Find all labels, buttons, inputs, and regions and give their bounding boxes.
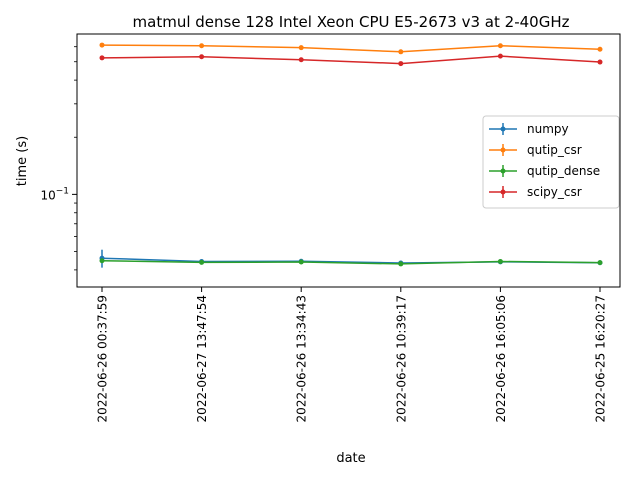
x-tick-label: 2022-06-27 13:47:54 [195, 295, 209, 422]
data-point [298, 57, 304, 63]
data-point [99, 42, 105, 48]
legend-label: qutip_dense [527, 164, 600, 178]
x-tick-label: 2022-06-26 13:34:43 [295, 295, 309, 422]
x-tick-label: 2022-06-25 16:20:27 [594, 295, 608, 422]
legend: numpy qutip_csr qutip_dense scipy_csr [482, 115, 620, 209]
data-point [99, 55, 105, 61]
series-line [101, 55, 601, 65]
legend-swatch-marker [500, 126, 506, 132]
data-point [597, 46, 603, 52]
legend-swatch-marker [500, 168, 506, 174]
data-point [597, 59, 603, 65]
plot-area [99, 42, 603, 268]
y-tick-base: 10 [40, 188, 55, 202]
x-tick-label: 2022-06-26 10:39:17 [394, 295, 408, 422]
x-axis: 2022-06-26 00:37:59 2022-06-27 13:47:54 20… [96, 287, 608, 422]
data-point [497, 258, 503, 264]
y-axis: 10−1 [40, 46, 77, 271]
legend-swatch-marker [500, 147, 506, 153]
series-line [101, 259, 601, 265]
data-point [199, 54, 205, 60]
chart-title: matmul dense 128 Intel Xeon CPU E5-2673 … [133, 13, 570, 31]
data-point [398, 61, 404, 67]
data-point [298, 259, 304, 265]
data-point [398, 49, 404, 55]
series-line [101, 44, 601, 53]
x-tick-label: 2022-06-26 00:37:59 [96, 295, 110, 422]
data-point [497, 53, 503, 59]
series-qutip_dense [99, 258, 603, 267]
legend-label: scipy_csr [527, 185, 582, 199]
series-scipy_csr [99, 53, 603, 67]
y-axis-label: time (s) [15, 136, 30, 186]
data-point [497, 43, 503, 49]
legend-label: qutip_csr [527, 143, 582, 157]
series-numpy [99, 249, 603, 268]
data-point [199, 259, 205, 265]
y-tick-label: 10−1 [40, 186, 69, 202]
y-tick-exponent: −1 [56, 186, 69, 196]
data-point [597, 260, 603, 266]
data-point [199, 43, 205, 49]
legend-label: numpy [527, 122, 569, 136]
legend-box [482, 115, 620, 209]
data-point [298, 45, 304, 51]
data-point [99, 258, 105, 264]
x-tick-label: 2022-06-26 16:05:06 [494, 295, 508, 422]
series-qutip_csr [99, 42, 603, 55]
legend-swatch-marker [500, 189, 506, 195]
x-axis-label: date [336, 451, 365, 466]
plot-frame [76, 33, 621, 288]
data-point [398, 261, 404, 267]
